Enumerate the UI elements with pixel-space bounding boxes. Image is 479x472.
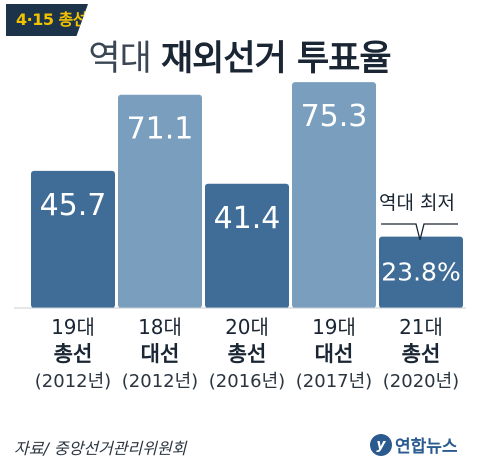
bar-3 <box>205 183 289 308</box>
annotation-lowest: 역대 최저 <box>379 192 455 214</box>
chart-title-bold: 재외선거 투표율 <box>160 39 392 79</box>
category-2-line2: 대선 <box>140 342 180 366</box>
annotation-pointer <box>381 223 458 241</box>
bar-value-label-1: 45.7 <box>40 188 107 223</box>
bar-value-label-4: 75.3 <box>301 99 368 134</box>
bar-5 <box>379 236 463 308</box>
yonhap-logo-icon: y <box>370 433 392 456</box>
category-5-line3: (2020년) <box>382 371 460 392</box>
bar-value-label-5: 23.8% <box>381 258 460 287</box>
category-2-line1: 18대 <box>138 315 182 339</box>
category-1-line3: (2012년) <box>34 371 112 392</box>
category-4-line1: 19대 <box>312 315 356 339</box>
category-4-line2: 대선 <box>314 342 354 366</box>
bar-2 <box>118 94 202 308</box>
bar-1 <box>31 170 115 308</box>
category-3-line2: 총선 <box>227 342 267 366</box>
source-note: 자료/ 중앙선거관리위원회 <box>14 439 187 458</box>
category-1-line1: 19대 <box>51 315 95 339</box>
yonhap-logo-text: 연합뉴스 <box>395 437 458 457</box>
category-2-line3: (2012년) <box>121 371 199 392</box>
election-badge: 4·15 총선 <box>6 4 88 36</box>
category-4-line3: (2017년) <box>295 371 373 392</box>
category-5-line2: 총선 <box>401 342 441 366</box>
category-3-line3: (2016년) <box>208 371 286 392</box>
bar-4 <box>292 82 376 308</box>
chart-title-light: 역대 <box>88 39 151 79</box>
bar-value-label-2: 71.1 <box>127 112 194 147</box>
yonhap-logo: y 연합뉴스 <box>370 432 458 457</box>
category-3-line1: 20대 <box>225 315 269 339</box>
category-1-line2: 총선 <box>53 342 93 366</box>
bar-value-label-3: 41.4 <box>214 201 281 236</box>
chart-title: 역대 재외선거 투표율 <box>0 30 479 81</box>
category-5-line1: 21대 <box>399 315 443 339</box>
